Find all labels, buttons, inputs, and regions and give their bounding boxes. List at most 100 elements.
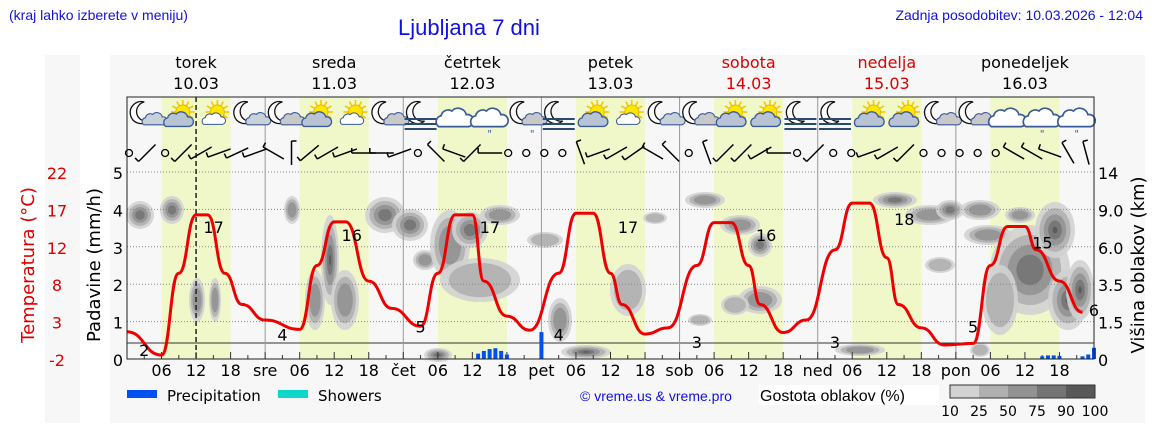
wind-barb-icon xyxy=(241,148,267,158)
temperature-axis-tick: 3 xyxy=(52,314,62,333)
time-axis-tick: 18 xyxy=(359,361,379,380)
copyright: © vreme.us & vreme.pro xyxy=(580,388,732,404)
precip-bar xyxy=(1086,354,1091,359)
temperature-axis-tick: 22 xyxy=(47,164,67,183)
time-axis-tick: 18 xyxy=(635,361,655,380)
time-axis-tick: 18 xyxy=(220,361,240,380)
time-axis-tick: 12 xyxy=(324,361,344,380)
wind-barb-icon xyxy=(747,146,772,160)
cloud-density-swatch xyxy=(950,385,979,398)
day-date: 16.03 xyxy=(1002,74,1048,93)
legend: Precipitation Showers © vreme.us & vreme.p… xyxy=(127,384,1108,420)
day-date: 14.03 xyxy=(726,74,772,93)
time-axis-tick: 06 xyxy=(704,361,724,380)
cloud-legend-title: Gostota oblakov (%) xyxy=(760,388,905,405)
cloud-height-axis-tick: 14 xyxy=(1098,164,1118,183)
day-date: 13.03 xyxy=(588,74,634,93)
time-axis-tick: 12 xyxy=(877,361,897,380)
day-name: nedelja xyxy=(857,53,916,72)
temperature-label: 3 xyxy=(692,333,702,352)
svg-text:": " xyxy=(1074,129,1079,140)
wind-calm-icon xyxy=(991,148,1000,158)
temperature-label: 5 xyxy=(968,317,978,336)
temperature-curve xyxy=(126,201,1083,357)
wind-calm-icon xyxy=(684,148,693,158)
precip-bar xyxy=(481,350,486,359)
time-axis-tick: 12 xyxy=(186,361,206,380)
precip-axis-tick: 0 xyxy=(113,351,123,370)
wind-barb-icon xyxy=(459,143,482,163)
wind-barb-icon xyxy=(386,148,412,158)
time-axis-tick: 06 xyxy=(289,361,309,380)
time-axis-tick: 06 xyxy=(428,361,448,380)
time-axis-tick: 12 xyxy=(600,361,620,380)
time-axis-tick: sob xyxy=(665,361,693,380)
day-name: sobota xyxy=(722,53,776,72)
temperature-label: 16 xyxy=(342,226,362,245)
sun-cloud-icon xyxy=(853,100,886,128)
wind-barb-icon xyxy=(290,140,297,165)
precip-axis-tick: 1 xyxy=(113,314,123,333)
cloud-white-drizzle-icon: " xyxy=(469,107,509,140)
moon-cloud-drizzle-icon: " xyxy=(509,100,548,140)
day-date: 10.03 xyxy=(173,74,219,93)
wind-calm-icon xyxy=(847,148,856,158)
moon-cloud-grey-icon xyxy=(371,100,410,126)
wind-barb-icon xyxy=(442,143,466,158)
cloud-density-swatch xyxy=(1066,385,1095,398)
legend-swatch xyxy=(278,390,308,398)
time-axis-tick: 12 xyxy=(462,361,482,380)
wind-barb-icon xyxy=(661,140,680,163)
time-axis-tick: 12 xyxy=(1015,361,1035,380)
sun-cloud-small-icon xyxy=(201,100,230,125)
precip-bar xyxy=(539,332,544,359)
cloud-density-scale-label: 90 xyxy=(1057,404,1075,420)
precip-axis-label: Padavine (mm/h) xyxy=(84,188,105,342)
wind-barb-icon xyxy=(223,147,249,159)
moon-cloud-grey-icon xyxy=(923,100,962,126)
cloud-density-scale-label: 25 xyxy=(970,404,988,420)
precip-bar xyxy=(493,348,498,359)
time-axis-tick: 18 xyxy=(497,361,517,380)
time-axis-tick: 18 xyxy=(1049,361,1069,380)
time-axis-tick: 18 xyxy=(773,361,793,380)
day-name: četrtek xyxy=(444,53,502,72)
temperature-axis-tick: 12 xyxy=(47,239,67,258)
temperature-axis-tick: 17 xyxy=(47,201,67,220)
time-axis-tick: 06 xyxy=(151,361,171,380)
time-axis-tick: 12 xyxy=(738,361,758,380)
sun-cloud-icon xyxy=(750,100,782,128)
page-title: Ljubljana 7 dni xyxy=(398,15,540,40)
day-name: sreda xyxy=(312,53,356,72)
moon-cloud-grey-icon xyxy=(267,100,306,126)
wind-barb-icon xyxy=(426,140,445,163)
sun-cloud-icon xyxy=(301,100,333,128)
moon-cloud-grey-icon xyxy=(682,100,721,126)
wind-barb-icon xyxy=(855,148,881,158)
temperature-axis-tick: -2 xyxy=(49,351,65,370)
sun-cloud-icon xyxy=(163,100,195,128)
moon-cloud-icon xyxy=(129,100,168,126)
wind-calm-icon xyxy=(973,148,982,158)
wind-barb-icon xyxy=(892,143,915,163)
precip-axis-tick: 3 xyxy=(113,239,123,258)
cloud-white-drizzle-icon: " xyxy=(1056,107,1097,140)
precip-axis-tick: 5 xyxy=(113,164,123,183)
day-date: 11.03 xyxy=(311,74,357,93)
wind-barb-icon xyxy=(621,145,645,161)
temperature-label: 16 xyxy=(756,226,776,245)
svg-text:": " xyxy=(530,129,535,140)
wind-calm-icon xyxy=(829,148,838,158)
precip-bar xyxy=(1080,356,1085,359)
cloud-height-axis-tick: 1.5 xyxy=(1098,314,1123,333)
temperature-label: 5 xyxy=(415,317,425,336)
wind-barb-icon xyxy=(477,148,503,154)
cloud-height-axis-tick: 6.0 xyxy=(1098,239,1123,258)
wind-calm-icon xyxy=(558,148,567,158)
time-axis-tick: pet xyxy=(528,361,554,380)
time-axis-tick: pon xyxy=(941,361,971,380)
cloud-height-axis-tick: 9.0 xyxy=(1098,201,1123,220)
wind-barb-icon xyxy=(1061,139,1075,164)
